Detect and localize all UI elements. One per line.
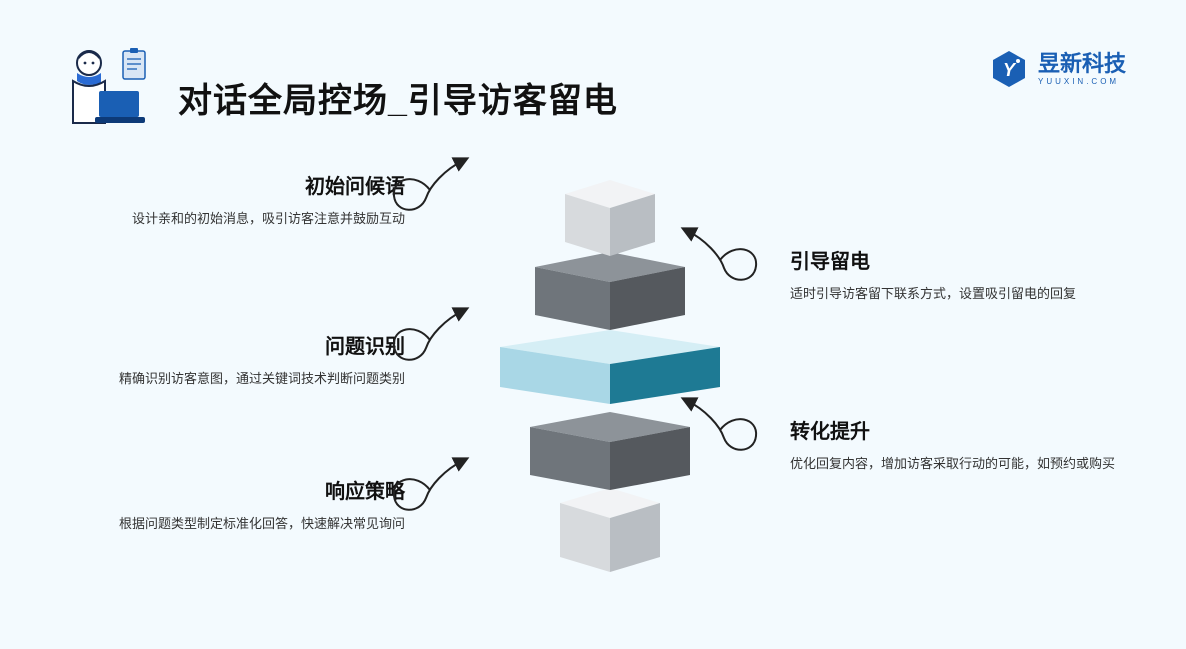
item-heading: 初始问候语 <box>85 170 405 199</box>
cube-stack <box>480 180 740 600</box>
person-laptop-icon <box>55 45 150 125</box>
brand-logo: Y 昱新科技 YUUXIN.COM <box>990 50 1126 88</box>
item-desc: 精确识别访客意图，通过关键词技术判断问题类别 <box>85 369 405 390</box>
item-heading: 问题识别 <box>85 330 405 359</box>
svg-text:Y: Y <box>1003 60 1017 80</box>
header: 对话全局控场_引导访客留电 <box>55 45 618 125</box>
item-lead: 引导留电 适时引导访客留下联系方式，设置吸引留电的回复 <box>790 245 1130 305</box>
item-convert: 转化提升 优化回复内容，增加访客采取行动的可能，如预约或购买 <box>790 415 1130 475</box>
item-heading: 引导留电 <box>790 245 1130 274</box>
item-greeting: 初始问候语 设计亲和的初始消息，吸引访客注意并鼓励互动 <box>85 170 405 230</box>
item-heading: 响应策略 <box>85 475 405 504</box>
item-desc: 适时引导访客留下联系方式，设置吸引留电的回复 <box>790 284 1130 305</box>
brand-hex-icon: Y <box>990 50 1028 88</box>
item-identify: 问题识别 精确识别访客意图，通过关键词技术判断问题类别 <box>85 330 405 390</box>
brand-name: 昱新科技 <box>1038 53 1126 75</box>
item-desc: 根据问题类型制定标准化回答，快速解决常见询问 <box>85 514 405 535</box>
brand-sub: YUUXIN.COM <box>1038 77 1126 86</box>
item-response: 响应策略 根据问题类型制定标准化回答，快速解决常见询问 <box>85 475 405 535</box>
page-title: 对话全局控场_引导访客留电 <box>178 73 618 122</box>
item-heading: 转化提升 <box>790 415 1130 444</box>
item-desc: 设计亲和的初始消息，吸引访客注意并鼓励互动 <box>85 209 405 230</box>
item-desc: 优化回复内容，增加访客采取行动的可能，如预约或购买 <box>790 454 1130 475</box>
